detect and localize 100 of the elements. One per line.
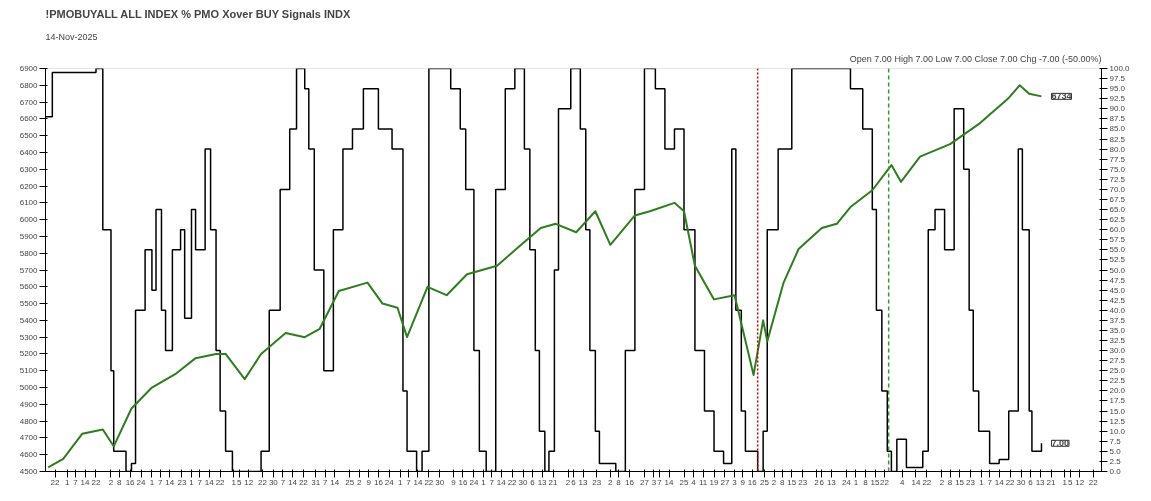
y2-tick-label: 52.5 [1109, 255, 1126, 265]
y2-tick-label: 100.0 [1109, 64, 1131, 73]
x-tick-label: 14 [330, 477, 340, 487]
x-tick-label: 16 [373, 477, 384, 487]
x-tick-label: 8 [863, 477, 869, 487]
annotation: 7.00 [1051, 438, 1069, 449]
y2-tick-label: 95.0 [1109, 84, 1126, 94]
y-tick-label: 6800 [19, 80, 39, 90]
x-tick-label: 2 [939, 477, 945, 487]
x-tick-label: 30 [518, 477, 529, 487]
y-tick-label: 4900 [19, 399, 39, 409]
x-tick-label: 24 [136, 477, 146, 487]
y-tick-label: 5100 [19, 366, 39, 376]
x-tick-label: 2 [608, 477, 614, 487]
x-tick-label: 22 [1088, 477, 1099, 487]
x-tick-label: 15 [955, 477, 965, 487]
x-tick-label: 23 [592, 477, 602, 487]
x-tick-label: 24 [384, 477, 395, 487]
x-tick-label: 14 [413, 477, 423, 487]
x-tick-label: 2 [814, 477, 820, 487]
y2-tick-label: 85.0 [1109, 124, 1126, 134]
y-tick-label: 6300 [19, 164, 39, 174]
x-tick-label: 25 [345, 477, 355, 487]
x-tick-label: 21 [548, 477, 559, 487]
x-tick-label: 13 [1035, 477, 1046, 487]
x-tick-label: 22 [1005, 477, 1016, 487]
y2-tick-label: 50.0 [1109, 265, 1126, 275]
x-tick-label: 13 [826, 477, 837, 487]
y2-tick-label: 82.5 [1109, 134, 1126, 144]
x-tick-label: 16 [624, 477, 635, 487]
x-tick-label: 22 [91, 477, 101, 487]
x-tick-label: 1 [853, 477, 859, 487]
x-tick-label: 22 [880, 477, 890, 487]
y-tick-label: 5600 [19, 282, 39, 292]
x-tick-label: 7 [987, 477, 993, 487]
x-tick-label: 4 [691, 477, 697, 487]
y-tick-label: 5400 [19, 315, 39, 325]
y2-tick-label: 42.5 [1109, 295, 1126, 305]
x-tick-label: 7 [322, 477, 328, 487]
x-tick-label: 21 [1046, 477, 1057, 487]
x-tick-label: 15 [870, 477, 881, 487]
y2-tick-label: 27.5 [1109, 356, 1126, 366]
x-tick-label: 22 [257, 477, 268, 487]
y2-tick-label: 97.5 [1109, 74, 1126, 84]
x-tick-label: 16 [125, 477, 136, 487]
y-tick-label: 6400 [19, 147, 39, 157]
x-tick-label: 14 [80, 477, 91, 487]
x-tick-label: 4 [900, 477, 906, 487]
x-tick-label: 3 [732, 477, 738, 487]
y2-tick-label: 20.0 [1109, 386, 1126, 396]
x-tick-label: 2 [565, 477, 571, 487]
x-tick-label: 22 [50, 477, 61, 487]
x-tick-label: 1 [231, 477, 237, 487]
x-tick-label: 14 [288, 477, 298, 487]
x-tick-label: 1 [1062, 477, 1068, 487]
y2-tick-label: 25.0 [1109, 366, 1126, 376]
y-tick-label: 6100 [19, 198, 39, 208]
x-tick-label: 5 [1067, 477, 1073, 487]
x-tick-label: 5 [237, 477, 243, 487]
x-tick-label: 7 [657, 477, 663, 487]
y2-tick-label: 10.0 [1109, 426, 1126, 436]
x-tick-label: 22 [507, 477, 518, 487]
x-tick-label: 7 [280, 477, 286, 487]
y2-tick-label: 15.0 [1109, 406, 1126, 416]
x-tick-label: 1 [481, 477, 487, 487]
x-tick-label: 14 [496, 477, 507, 487]
x-tick-label: 22 [298, 477, 309, 487]
y-tick-label: 5200 [19, 349, 39, 359]
x-tick-label: 9 [366, 477, 372, 487]
y2-tick-label: 70.0 [1109, 184, 1126, 194]
x-tick-label: 6 [1028, 477, 1034, 487]
y-tick-label: 6000 [19, 215, 39, 225]
x-tick-label: 1 [979, 477, 985, 487]
x-tick-label: 2 [108, 477, 114, 487]
x-tick-label: 19 [709, 477, 720, 487]
y2-tick-label: 65.0 [1109, 205, 1126, 215]
y2-tick-label: 30.0 [1109, 346, 1126, 356]
x-tick-label: 7 [489, 477, 495, 487]
x-tick-label: 2 [357, 477, 363, 487]
y-tick-label: 4800 [19, 416, 39, 426]
x-tick-label: 7 [406, 477, 412, 487]
y2-tick-label: 72.5 [1109, 174, 1126, 184]
y-tick-label: 4600 [19, 450, 39, 460]
y-tick-label: 4700 [19, 433, 39, 443]
x-tick-label: 13 [537, 477, 548, 487]
y2-tick-label: 67.5 [1109, 194, 1126, 204]
x-tick-label: 31 [311, 477, 321, 487]
y2-tick-label: 60.0 [1109, 225, 1126, 235]
y2-tick-label: 32.5 [1109, 336, 1126, 346]
y-tick-label: 5000 [19, 383, 39, 393]
y2-tick-label: 2.5 [1109, 456, 1122, 466]
x-tick-label: 1 [149, 477, 155, 487]
x-tick-label: 22 [922, 477, 932, 487]
x-tick-label: 7 [157, 477, 163, 487]
x-tick-label: 7 [73, 477, 79, 487]
y-tick-label: 6700 [19, 97, 39, 107]
x-tick-label: 2 [771, 477, 777, 487]
y2-tick-label: 75.0 [1109, 164, 1126, 174]
x-tick-label: 30 [1016, 477, 1026, 487]
x-tick-label: 14 [911, 477, 921, 487]
